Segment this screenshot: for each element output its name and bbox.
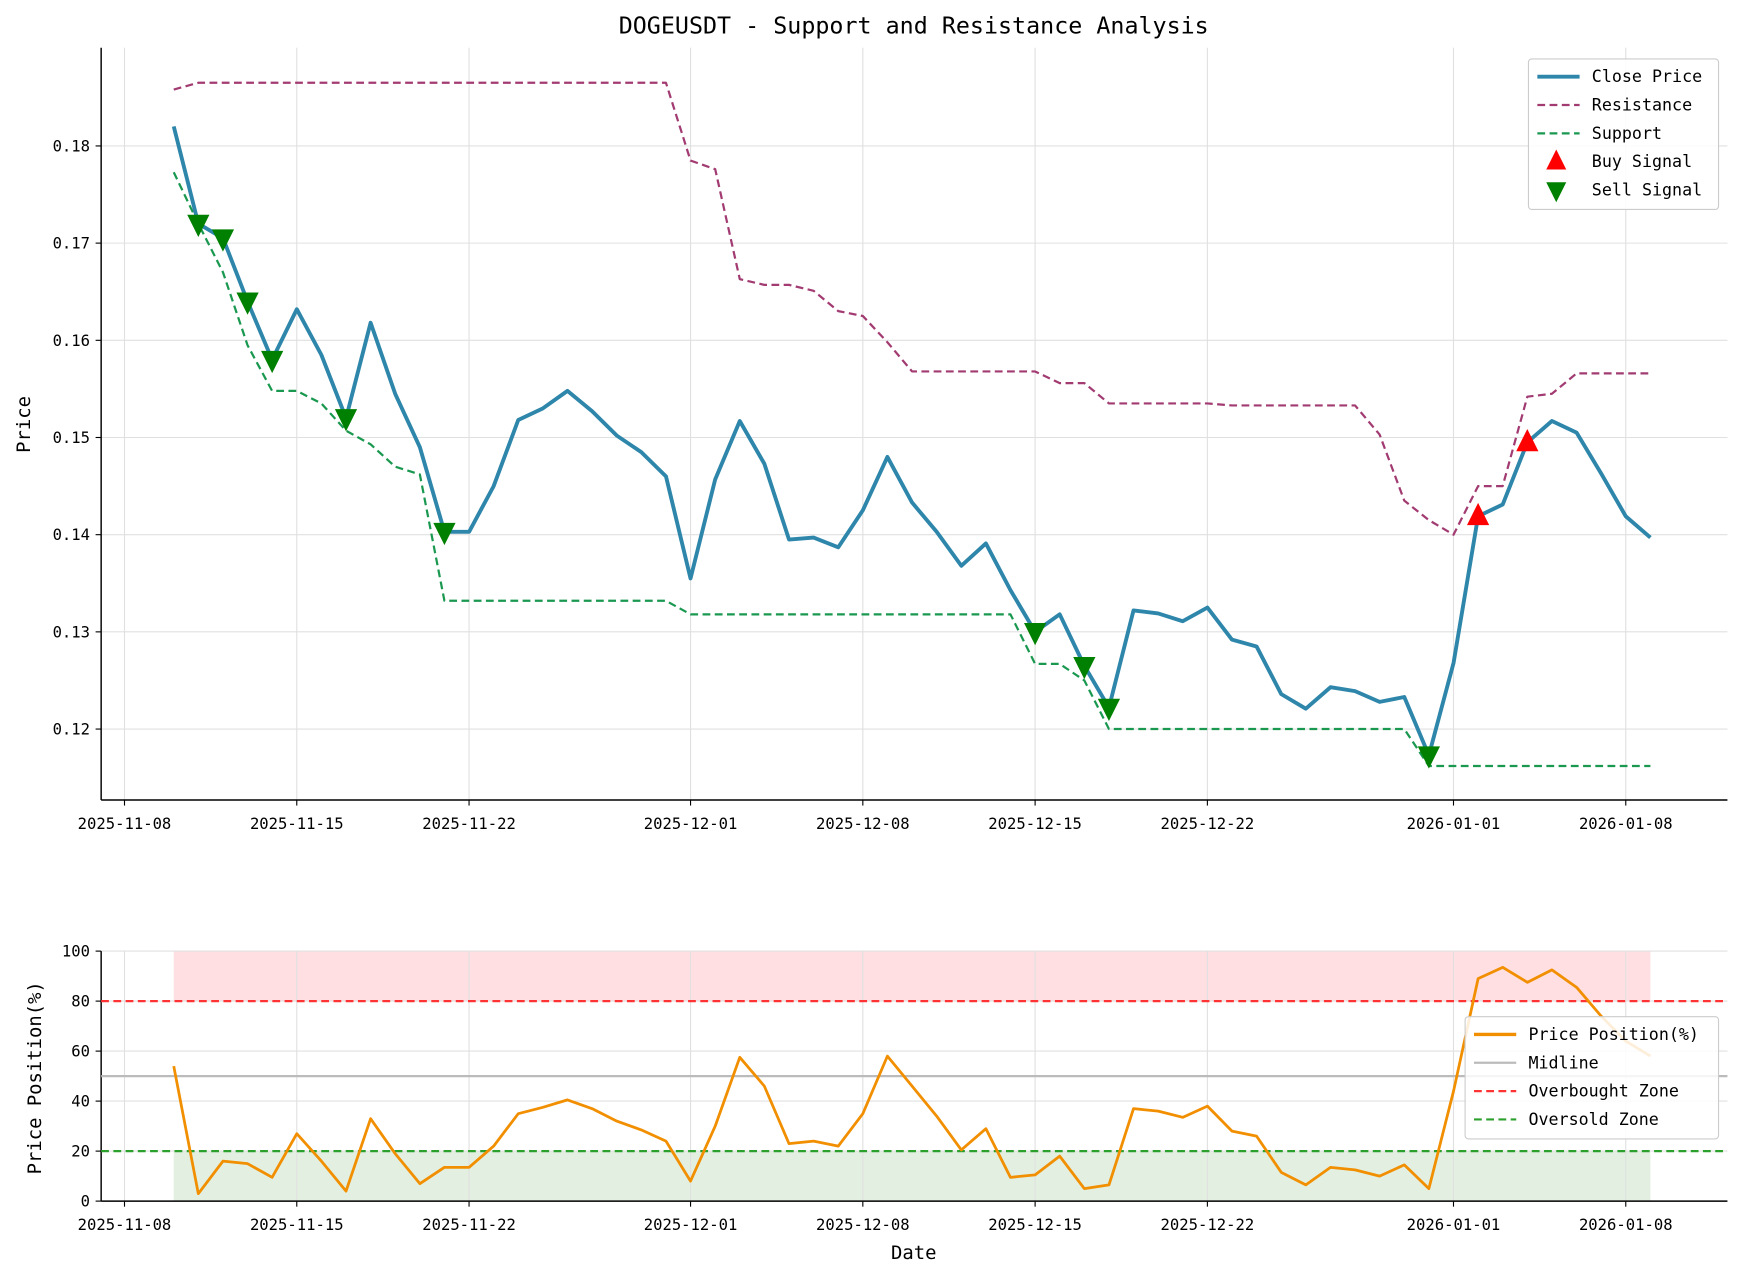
x-tick-label: 2025-12-15 [988, 1216, 1082, 1234]
x-tick-label: 2026-01-08 [1579, 1216, 1673, 1234]
y-tick-label: 0.13 [53, 623, 90, 641]
sell-signal-marker [1073, 656, 1096, 680]
y-tick-label: 60 [71, 1043, 90, 1061]
y-tick-label: 0.12 [53, 721, 90, 739]
price-axis-label: Price [13, 396, 35, 453]
sell-signal-marker [261, 350, 284, 374]
x-tick-label: 2025-11-15 [250, 815, 344, 833]
overbought-band [173, 951, 1651, 1002]
close-price-line [171, 125, 1652, 758]
chart-title: DOGEUSDT - Support and Resistance Analys… [619, 11, 1209, 39]
sell-signal-marker [187, 214, 210, 238]
x-tick-label: 2026-01-08 [1579, 815, 1673, 833]
x-tick-label: 2026-01-01 [1407, 1216, 1501, 1234]
x-tick-label: 2025-12-01 [644, 1216, 738, 1234]
x-tick-label: 2025-12-08 [816, 815, 910, 833]
legend-label: Support [1592, 124, 1662, 143]
resistance-line [173, 81, 1651, 536]
sell-signal-marker [1023, 622, 1047, 646]
sell-signal-marker [211, 229, 235, 252]
y-tick-label: 100 [62, 943, 90, 961]
oversold-band [173, 1151, 1651, 1202]
x-tick-label: 2025-12-22 [1161, 815, 1255, 833]
date-axis-label: Date [891, 1242, 936, 1264]
y-tick-label: 40 [71, 1093, 90, 1111]
sell-signal-marker [236, 292, 259, 315]
legend-box [1527, 58, 1720, 210]
price-panel: 2025-11-08 2025-11-15 2025-11-22 2025-12-01… [53, 47, 1728, 833]
buy-signal-marker [1516, 429, 1539, 452]
legend-label: Buy Signal [1592, 152, 1692, 171]
x-tick-label: 2025-11-22 [422, 815, 516, 833]
x-tick-label: 2025-12-01 [644, 815, 738, 833]
y-tick-label: 0.14 [53, 526, 90, 544]
x-tick-label: 2025-12-15 [988, 815, 1082, 833]
legend-label: Midline [1528, 1053, 1598, 1072]
sell-signal-marker [433, 522, 456, 546]
legend-label: Oversold Zone [1528, 1110, 1658, 1129]
legend-label: Overbought Zone [1528, 1082, 1678, 1101]
x-tick-label: 2025-11-22 [422, 1216, 516, 1234]
support-line [172, 171, 1651, 768]
legend-label: Resistance [1592, 96, 1692, 115]
y-tick-label: 0.16 [53, 332, 90, 350]
legend-label: Sell Signal [1592, 181, 1702, 200]
sell-signal-marker [334, 409, 358, 432]
price-position-line [172, 965, 1652, 1196]
y-tick-label: 20 [71, 1143, 90, 1161]
sell-signal-marker [1097, 698, 1121, 722]
position-axis-label: Price Position(%) [24, 981, 46, 1174]
x-tick-label: 2025-12-08 [816, 1216, 910, 1234]
x-tick-label: 2026-01-01 [1407, 815, 1501, 833]
legend-marker-icon [1546, 149, 1567, 170]
position-panel: 2025-11-08 2025-11-15 2025-11-22 2025-12-01… [62, 943, 1728, 1234]
x-tick-label: 2025-11-15 [250, 1216, 344, 1234]
y-tick-label: 0.17 [53, 235, 90, 253]
y-tick-label: 0.15 [53, 429, 90, 447]
legend-label: Close Price [1592, 67, 1702, 86]
y-tick-label: 0 [81, 1193, 90, 1211]
buy-signal-marker [1466, 502, 1490, 526]
legend-marker-icon [1546, 182, 1567, 203]
y-tick-label: 80 [71, 993, 90, 1011]
legend-label: Price Position(%) [1528, 1025, 1699, 1044]
legend-box [1464, 1016, 1720, 1140]
y-tick-label: 0.18 [53, 137, 90, 155]
sell-signal-marker [1417, 746, 1440, 769]
x-tick-label: 2025-11-08 [78, 1216, 172, 1234]
x-tick-label: 2025-12-22 [1161, 1216, 1255, 1234]
x-tick-label: 2025-11-08 [78, 815, 172, 833]
